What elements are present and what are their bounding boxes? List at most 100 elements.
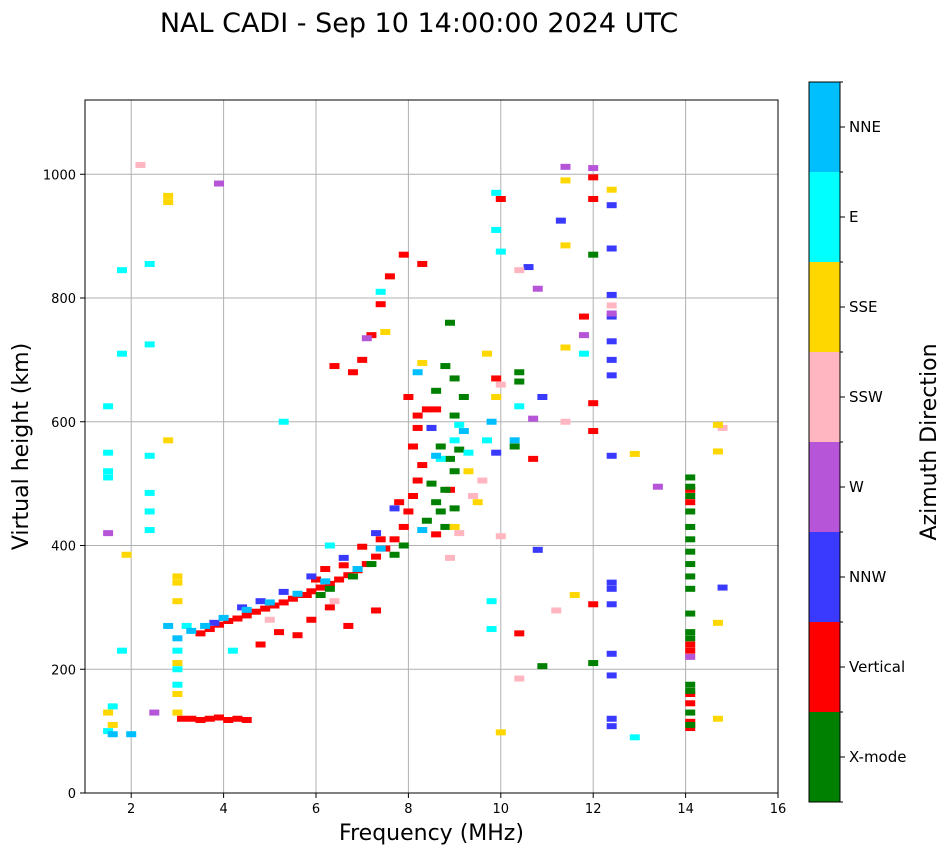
data-point <box>347 573 358 580</box>
data-point <box>486 418 497 425</box>
plot-frame <box>84 99 779 794</box>
data-point <box>495 533 506 540</box>
data-point <box>431 531 442 538</box>
data-point <box>528 415 539 422</box>
series-nne <box>107 369 520 738</box>
colorbar-segment <box>809 712 840 802</box>
data-point <box>449 412 460 419</box>
data-point <box>324 604 335 611</box>
data-point <box>509 443 520 450</box>
data-point <box>431 452 442 459</box>
data-point <box>449 468 460 475</box>
data-point <box>250 608 261 615</box>
data-point <box>712 619 723 626</box>
data-point <box>324 542 335 549</box>
data-point <box>685 474 696 481</box>
data-point <box>491 189 502 196</box>
data-point <box>181 622 192 629</box>
data-point <box>163 437 174 444</box>
data-point <box>685 536 696 543</box>
data-point <box>606 579 617 586</box>
x-tick-label: 10 <box>493 802 510 817</box>
data-point <box>532 546 543 553</box>
data-point <box>204 626 215 633</box>
data-point <box>555 217 566 224</box>
data-point <box>417 260 428 267</box>
colorbar-label-w: W <box>849 478 864 496</box>
data-point <box>320 578 331 585</box>
data-point <box>172 681 183 688</box>
data-point <box>532 285 543 292</box>
data-point <box>241 716 252 723</box>
data-point <box>569 592 580 598</box>
data-point <box>366 561 377 568</box>
data-point <box>320 566 331 573</box>
data-point <box>287 595 298 602</box>
data-point <box>514 675 525 682</box>
data-point <box>685 573 696 580</box>
data-point <box>412 412 423 419</box>
colorbar-label-nne: NNE <box>849 118 881 136</box>
data-point <box>357 356 368 363</box>
data-point <box>606 372 617 379</box>
data-point <box>389 536 400 543</box>
chart-title: NAL CADI - Sep 10 14:00:00 2024 UTC <box>160 8 678 39</box>
data-point <box>352 566 363 573</box>
data-point <box>371 553 382 560</box>
data-point <box>578 313 589 320</box>
colorbar-label: Azimuth Direction <box>917 343 942 540</box>
plot-area <box>84 99 779 794</box>
data-point <box>444 319 455 326</box>
data-point <box>144 260 155 267</box>
data-point <box>477 477 488 484</box>
data-point <box>163 622 174 629</box>
data-point <box>103 530 114 537</box>
data-point <box>103 403 114 410</box>
data-point <box>103 468 114 475</box>
data-point <box>685 718 696 725</box>
data-point <box>491 226 502 233</box>
data-point <box>172 709 183 716</box>
data-point <box>375 536 386 543</box>
data-point <box>213 714 224 721</box>
data-point <box>389 505 400 512</box>
data-point <box>223 617 234 624</box>
series-nnw <box>209 202 728 730</box>
data-point <box>398 542 409 549</box>
data-point <box>685 585 696 592</box>
data-point <box>472 499 483 506</box>
data-point <box>495 196 506 202</box>
data-point <box>412 369 423 376</box>
data-point <box>685 709 696 716</box>
colorbar: X-mode Vertical NNW W SSW SSE E NNE <box>808 81 906 803</box>
data-point <box>712 448 723 455</box>
data-point <box>329 363 340 370</box>
x-tick-label: 6 <box>312 802 320 817</box>
y-tick-label: 1000 <box>43 168 76 183</box>
data-point <box>172 579 183 586</box>
data-point <box>560 344 571 351</box>
data-point <box>495 381 506 388</box>
data-point <box>172 647 183 654</box>
data-point <box>347 369 358 376</box>
data-point <box>588 196 599 202</box>
axis-ticks: 2 4 6 8 10 12 14 16 0 200 400 600 800 1000 <box>43 168 786 817</box>
data-point <box>269 602 280 609</box>
data-point <box>486 626 497 633</box>
data-point <box>403 394 414 400</box>
data-point <box>606 245 617 252</box>
data-point <box>449 375 460 382</box>
data-point <box>371 607 382 614</box>
y-tick-label: 400 <box>51 540 76 555</box>
data-point <box>274 629 285 636</box>
data-point <box>375 545 386 552</box>
data-point <box>177 715 188 722</box>
data-point <box>403 508 414 515</box>
data-point <box>606 452 617 459</box>
data-point <box>172 691 183 697</box>
series-w <box>103 163 696 716</box>
data-point <box>481 350 492 357</box>
data-point <box>408 443 419 450</box>
data-point <box>338 562 349 569</box>
